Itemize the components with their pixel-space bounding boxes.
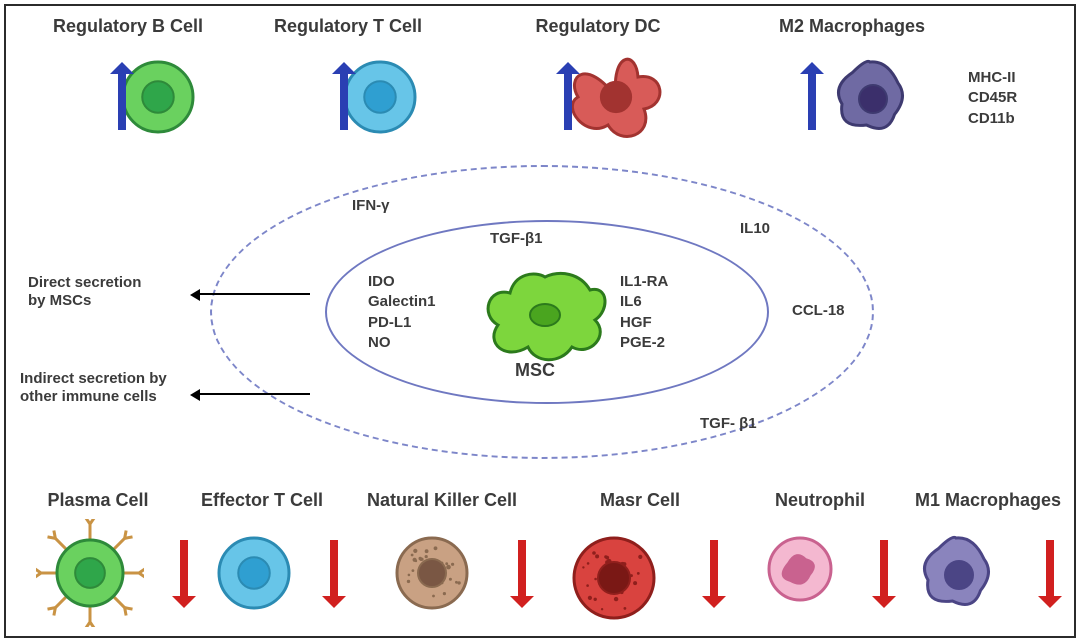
effector-t-cell-icon: [215, 534, 293, 617]
factor-item: IDO: [368, 272, 436, 292]
down-arrow-icon: [172, 540, 196, 608]
effector-t-cell-title: Effector T Cell: [201, 490, 323, 511]
marker-item: CD11b: [968, 109, 1017, 129]
neutrophil-icon: [765, 534, 835, 609]
indirect-secretion-label: Indirect secretion by other immune cells: [20, 370, 167, 406]
up-arrow-icon: [556, 62, 580, 130]
leader-arrow: [200, 293, 310, 295]
msc-cell-icon: [480, 265, 610, 365]
direct-secretion-label: Direct secretion by MSCs: [28, 274, 141, 310]
factor-item: PGE-2: [620, 333, 668, 353]
msc-label: MSC: [515, 360, 555, 381]
factor-item: Galectin1: [368, 292, 436, 312]
mast-cell-title: Masr Cell: [600, 490, 680, 511]
regulatory-t-cell-title: Regulatory T Cell: [274, 16, 422, 37]
mast-cell-icon: [570, 534, 658, 627]
down-arrow-icon: [702, 540, 726, 608]
factor-item: HGF: [620, 313, 668, 333]
up-arrow-icon: [110, 62, 134, 130]
nk-cell-title: Natural Killer Cell: [367, 490, 517, 511]
up-arrow-icon: [332, 62, 356, 130]
factor-item: IL1-RA: [620, 272, 668, 292]
marker-item: MHC-II: [968, 68, 1017, 88]
outer-factor: IL10: [740, 220, 770, 237]
plasma-cell-icon: [36, 519, 144, 632]
down-arrow-icon: [872, 540, 896, 608]
regulatory-dc-title: Regulatory DC: [535, 16, 660, 37]
m1-macrophages-title: M1 Macrophages: [915, 490, 1061, 511]
marker-item: CD45R: [968, 88, 1017, 108]
regulatory-b-cell-title: Regulatory B Cell: [53, 16, 203, 37]
m1-macrophages-icon: [917, 534, 995, 617]
outer-factor: IFN-γ: [352, 197, 390, 214]
up-arrow-icon: [800, 62, 824, 130]
neutrophil-title: Neutrophil: [775, 490, 865, 511]
inner-factors-right: IL1-RAIL6HGFPGE-2: [620, 272, 668, 353]
nk-cell-icon: [393, 534, 471, 617]
factor-item: IL6: [620, 292, 668, 312]
m2-macrophages-markers: MHC-IICD45RCD11b: [968, 68, 1017, 129]
down-arrow-icon: [1038, 540, 1062, 608]
down-arrow-icon: [510, 540, 534, 608]
factor-item: NO: [368, 333, 436, 353]
m2-macrophages-icon: [831, 58, 909, 141]
plasma-cell-title: Plasma Cell: [47, 490, 148, 511]
down-arrow-icon: [322, 540, 346, 608]
factor-item: PD-L1: [368, 313, 436, 333]
m2-macrophages-title: M2 Macrophages: [779, 16, 925, 37]
outer-factor: TGF- β1: [700, 415, 757, 432]
inner-factor-top: TGF-β1: [490, 230, 543, 247]
outer-factor: CCL-18: [792, 302, 845, 319]
diagram-stage: MSC IDOGalectin1PD-L1NO IL1-RAIL6HGFPGE-…: [0, 0, 1080, 642]
leader-arrow: [200, 393, 310, 395]
inner-factors-left: IDOGalectin1PD-L1NO: [368, 272, 436, 353]
